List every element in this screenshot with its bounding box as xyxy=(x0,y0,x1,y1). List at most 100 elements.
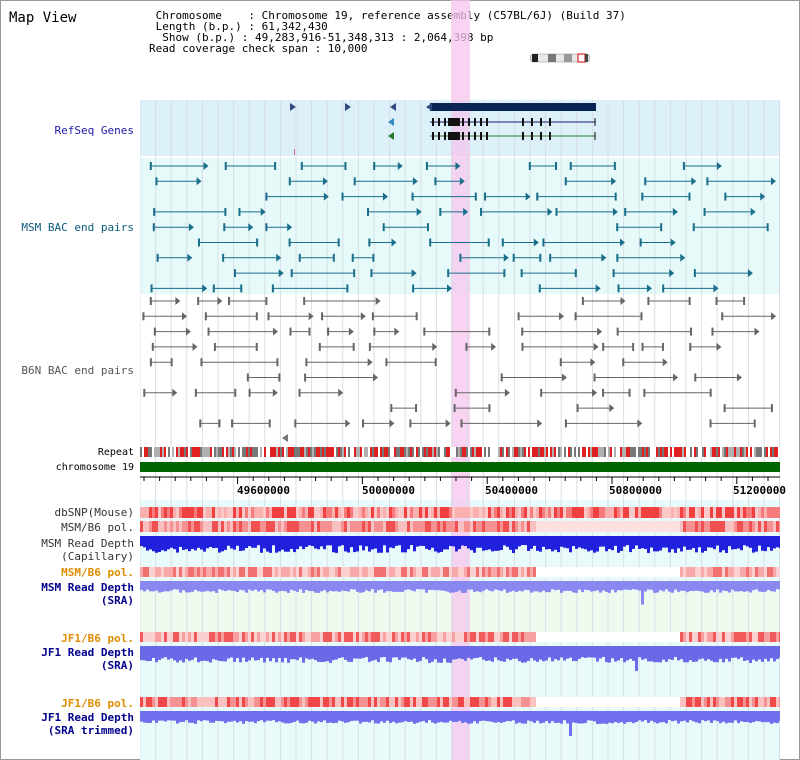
repeat-block xyxy=(154,447,156,457)
repeat-block xyxy=(418,447,420,457)
depth-bar xyxy=(605,581,608,592)
label-jf1-depth-2[interactable]: JF1 Read Depth xyxy=(41,711,134,724)
heat-cell xyxy=(539,697,542,707)
heat-cell xyxy=(257,521,260,532)
heat-cell xyxy=(404,521,407,532)
depth-bar xyxy=(416,536,419,547)
label-msm-b6-pol-2[interactable]: MSM/B6 pol. xyxy=(61,566,134,579)
depth-bar xyxy=(761,711,764,723)
depth-bar xyxy=(440,581,443,591)
depth-bar xyxy=(572,536,575,547)
depth-bar xyxy=(671,581,674,593)
label-jf1-pol-2[interactable]: JF1/B6 pol. xyxy=(61,697,134,710)
chromosome-ideogram[interactable] xyxy=(530,53,590,63)
depth-bar xyxy=(383,581,386,593)
depth-bar xyxy=(458,581,461,591)
depth-bar xyxy=(611,711,614,724)
msm-bac-pair-end xyxy=(373,162,376,170)
label-msm-depth-sra-1[interactable]: MSM Read Depth xyxy=(41,581,134,594)
depth-bar xyxy=(395,581,398,592)
label-msm-b6-pol[interactable]: MSM/B6 pol. xyxy=(61,521,134,534)
repeat-block xyxy=(692,447,694,457)
b6n-bac-pair-end xyxy=(602,388,605,397)
heat-cell xyxy=(428,507,431,518)
label-jf1-pol-1[interactable]: JF1/B6 pol. xyxy=(61,632,134,645)
depth-bar xyxy=(452,646,455,660)
depth-bar xyxy=(557,536,560,553)
heat-cell xyxy=(236,567,239,577)
b6n-bac-pair-end xyxy=(453,404,456,413)
depth-bar xyxy=(503,536,506,546)
heat-cell xyxy=(512,567,515,577)
heat-cell xyxy=(458,521,461,532)
heat-cell xyxy=(722,507,725,518)
repeat-block xyxy=(716,447,718,457)
depth-bar xyxy=(164,536,167,552)
heat-cell xyxy=(182,632,185,642)
heat-cell xyxy=(536,632,539,642)
depth-bar xyxy=(146,536,149,551)
label-b6n-bac[interactable]: B6N BAC end pairs xyxy=(21,364,134,377)
repeat-block xyxy=(726,447,728,457)
b6n-bac-pair-end xyxy=(204,312,207,321)
heat-cell xyxy=(194,507,197,518)
label-msm-bac[interactable]: MSM BAC end pairs xyxy=(21,221,134,234)
heat-cell xyxy=(731,521,734,532)
depth-bar xyxy=(314,536,317,549)
depth-bar xyxy=(659,711,662,723)
depth-bar xyxy=(635,646,638,671)
label-jf1-depth-1[interactable]: JF1 Read Depth xyxy=(41,646,134,659)
depth-bar xyxy=(470,581,473,590)
depth-bar xyxy=(335,536,338,553)
depth-bar xyxy=(719,646,722,659)
heat-cell xyxy=(218,521,221,532)
label-msm-depth-cap-1[interactable]: MSM Read Depth xyxy=(41,537,134,550)
heat-cell xyxy=(776,632,779,642)
exon xyxy=(444,132,446,140)
heat-cell xyxy=(488,632,491,642)
genome-tracks[interactable] xyxy=(140,95,780,760)
heat-cell xyxy=(386,632,389,642)
repeat-block xyxy=(386,447,388,457)
depth-bar xyxy=(176,711,179,724)
repeat-block xyxy=(174,447,176,457)
depth-bar xyxy=(341,536,344,546)
depth-bar xyxy=(593,711,596,722)
heat-cell xyxy=(455,697,458,707)
heat-cell xyxy=(719,632,722,642)
depth-bar xyxy=(161,581,164,592)
label-refseq[interactable]: RefSeq Genes xyxy=(54,124,134,137)
repeat-block xyxy=(424,447,426,457)
depth-bar xyxy=(413,581,416,592)
info-coverage-span: Read coverage check span : 10,000 xyxy=(149,42,368,55)
heat-cell xyxy=(584,521,587,532)
heat-cell xyxy=(593,567,596,577)
repeat-block xyxy=(426,447,428,457)
depth-bar xyxy=(623,646,626,663)
depth-bar xyxy=(674,711,677,721)
msm-bac-pair-end xyxy=(611,177,617,186)
depth-bar xyxy=(584,711,587,724)
repeat-block xyxy=(602,447,604,457)
repeat-block xyxy=(480,447,482,457)
heat-cell xyxy=(365,567,368,577)
depth-bar xyxy=(569,536,572,553)
heat-cell xyxy=(749,507,752,518)
depth-bar xyxy=(761,581,764,593)
heat-cell xyxy=(434,507,437,518)
heat-cell xyxy=(281,567,284,577)
repeat-block xyxy=(250,447,252,457)
repeat-block xyxy=(278,447,280,457)
depth-bar xyxy=(452,711,455,722)
depth-bar xyxy=(590,581,593,592)
depth-bar xyxy=(242,646,245,658)
repeat-block xyxy=(364,447,366,457)
label-dbsnp[interactable]: dbSNP(Mouse) xyxy=(54,506,134,519)
depth-bar xyxy=(251,646,254,658)
msm-bac-pair-end xyxy=(672,207,678,216)
depth-bar xyxy=(722,536,725,551)
heat-cell xyxy=(758,507,761,518)
strand-arrow xyxy=(290,103,296,111)
repeat-block xyxy=(712,447,714,457)
repeat-block xyxy=(646,447,648,457)
